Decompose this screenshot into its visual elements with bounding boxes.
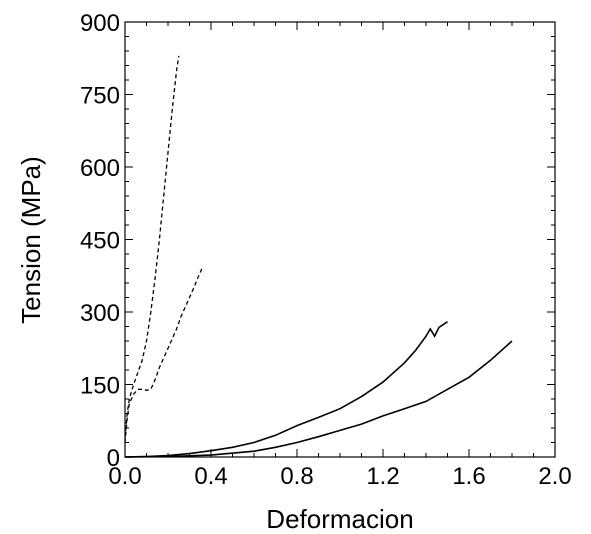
y-tick-label: 150 [80, 373, 120, 400]
x-tick-label: 0.8 [280, 463, 313, 490]
series-line-2 [124, 267, 203, 443]
x-tick-label: 1.6 [452, 463, 485, 490]
x-tick-label: 2.0 [538, 463, 571, 490]
x-axis-title: Deformacion [266, 504, 413, 534]
y-tick-label: 600 [80, 155, 120, 182]
ticks [124, 21, 556, 458]
y-axis-title: Tension (MPa) [16, 156, 46, 324]
plot-frame [124, 21, 556, 458]
series-lines [124, 55, 513, 458]
x-tick-label: 0.4 [194, 463, 227, 490]
y-tick-label: 750 [80, 83, 120, 110]
x-tick-label: 0.0 [108, 463, 141, 490]
series-line-1 [124, 55, 180, 438]
series-line-3 [124, 321, 448, 458]
tick-labels: 0.0 0.4 0.8 1.2 1.6 2.0 0 150 300 450 600 750 900 [80, 10, 572, 490]
series-line-4 [124, 340, 513, 458]
x-tick-label: 1.2 [366, 463, 399, 490]
y-tick-label: 450 [80, 228, 120, 255]
y-tick-label: 300 [80, 300, 120, 327]
y-tick-label: 0 [107, 445, 120, 472]
y-tick-label: 900 [80, 10, 120, 37]
